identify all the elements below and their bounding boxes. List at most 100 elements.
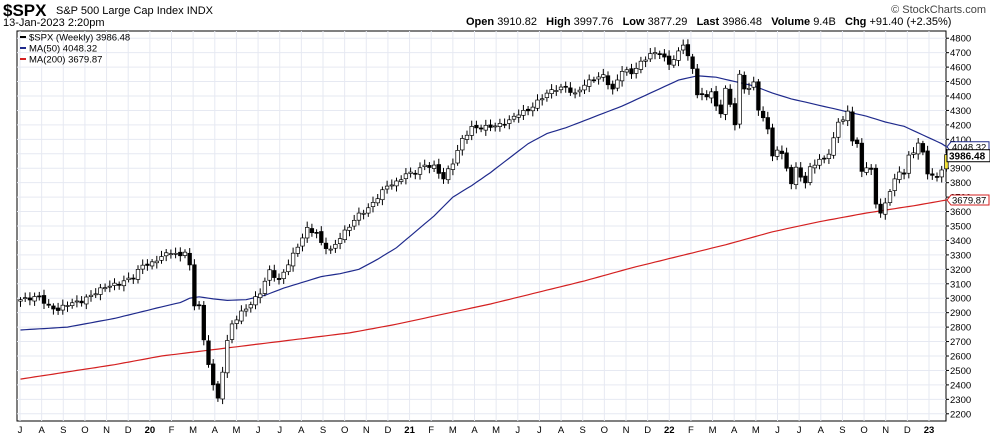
- x-tick-label: A: [471, 425, 478, 436]
- candle-body: [422, 164, 427, 168]
- candle-body: [775, 149, 780, 157]
- candle-body: [74, 300, 80, 303]
- candle-body: [309, 228, 315, 234]
- candle-body: [873, 167, 879, 205]
- candle-body: [803, 175, 808, 184]
- x-tick-label: D: [384, 425, 391, 436]
- candle-body: [117, 283, 122, 286]
- candle-body: [79, 300, 84, 304]
- candle-body: [399, 179, 404, 182]
- candle-body: [840, 119, 846, 122]
- candle-body: [624, 69, 629, 73]
- x-tick-label: O: [860, 425, 867, 436]
- candle-body: [643, 59, 648, 62]
- x-tick-label: J: [256, 425, 261, 436]
- candle-body: [634, 67, 639, 74]
- y-tick-label: 3100: [950, 279, 971, 290]
- last-label: Last: [696, 16, 720, 28]
- candle-body: [695, 68, 700, 96]
- candle-body: [511, 115, 517, 120]
- candle-body: [601, 74, 606, 78]
- x-tick-label: 20: [145, 425, 156, 436]
- candle-body: [441, 172, 446, 180]
- candle-body: [18, 299, 23, 302]
- candle-body: [765, 117, 770, 130]
- y-tick-label: 3800: [950, 178, 971, 189]
- candle-body: [328, 248, 333, 251]
- x-tick-label: N: [623, 425, 630, 436]
- candle-body: [290, 252, 296, 267]
- candle-body: [483, 124, 488, 131]
- candle-body: [182, 251, 188, 256]
- candle-body: [112, 282, 117, 286]
- candle-body: [497, 123, 503, 127]
- x-tick-label: O: [601, 425, 608, 436]
- candle-body: [102, 287, 108, 290]
- x-tick-label: A: [731, 425, 738, 436]
- candle-body: [493, 125, 498, 128]
- candle-body: [286, 264, 291, 273]
- candle-body: [563, 85, 568, 88]
- candle-body: [540, 98, 545, 101]
- x-tick-label: M: [189, 425, 197, 436]
- candle-body: [568, 87, 573, 93]
- ohlc-readout: Open 3910.82 High 3997.76 Low 3877.29 La…: [466, 16, 951, 28]
- candle-body: [389, 184, 394, 187]
- ma-price-box: [946, 194, 990, 206]
- candle-body: [845, 110, 850, 122]
- candle-body: [883, 202, 888, 215]
- candle-body: [488, 124, 493, 128]
- candle-body: [295, 246, 300, 254]
- x-tick-label: O: [81, 425, 88, 436]
- x-tick-label: D: [125, 425, 132, 436]
- candle-body: [826, 153, 832, 159]
- candle-body: [525, 108, 531, 112]
- y-tick-label: 2900: [950, 308, 971, 319]
- candle-body: [234, 319, 239, 324]
- candle-body: [572, 92, 578, 95]
- candle-body: [41, 295, 47, 304]
- x-tick-label: A: [38, 425, 45, 436]
- candle-body: [662, 53, 667, 58]
- candle-body: [178, 251, 183, 257]
- candle-body: [591, 79, 597, 82]
- candle-body: [27, 297, 33, 301]
- candle-body: [822, 157, 827, 160]
- candle-body: [807, 166, 813, 183]
- candle-body: [521, 110, 526, 116]
- candle-body: [455, 150, 460, 164]
- candle-body: [300, 237, 305, 247]
- candle-body: [728, 88, 733, 105]
- candle-body: [577, 89, 582, 93]
- brand-logo[interactable]: © StockCharts.com: [891, 4, 986, 16]
- chg-value: +91.40 (+2.35%): [869, 16, 952, 28]
- y-tick-label: 4800: [950, 34, 971, 45]
- candle-body: [507, 119, 512, 124]
- candle-body: [88, 294, 94, 297]
- x-tick-label: S: [580, 425, 586, 436]
- candle-body: [859, 142, 864, 172]
- x-tick-label: M: [449, 425, 457, 436]
- candle-body: [206, 340, 211, 365]
- candle-body: [901, 172, 907, 175]
- candle-body: [220, 371, 225, 400]
- open-label: Open: [466, 16, 495, 28]
- candle-body: [666, 55, 672, 65]
- candle-body: [427, 165, 432, 168]
- candle-body: [149, 261, 155, 267]
- candle-body: [920, 143, 926, 153]
- candle-body: [375, 198, 380, 204]
- candle-body: [55, 307, 61, 311]
- last-value: 3986.48: [722, 16, 763, 28]
- ma50-line: [20, 75, 947, 331]
- y-tick-label: 4100: [950, 135, 971, 146]
- candle-body: [323, 242, 329, 249]
- candle-body: [60, 304, 65, 311]
- candle-body: [46, 303, 51, 306]
- y-tick-label: 4700: [950, 48, 971, 59]
- high-label: High: [546, 16, 571, 28]
- chart-index-name: S&P 500 Large Cap Index INDX: [56, 5, 213, 17]
- candle-body: [121, 280, 127, 287]
- candle-body: [164, 252, 169, 257]
